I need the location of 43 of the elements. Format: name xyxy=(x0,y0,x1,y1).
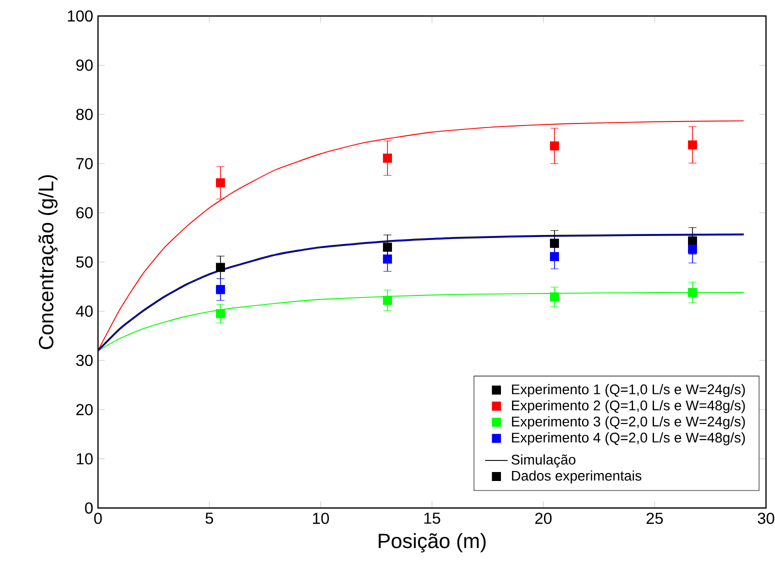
point xyxy=(382,254,392,264)
point xyxy=(216,262,225,272)
y-tick-label: 40 xyxy=(76,306,93,317)
point xyxy=(688,140,698,150)
y-tick-label: 100 xyxy=(68,10,93,22)
x-tick-label: 5 xyxy=(206,512,214,524)
y-tick-label: 20 xyxy=(76,404,93,416)
annotation: Dados experimentais xyxy=(512,470,642,484)
point xyxy=(688,244,698,254)
point xyxy=(216,178,225,188)
point xyxy=(550,292,559,302)
line-series xyxy=(98,292,744,352)
y-axis-title: Concentração (g/L) xyxy=(38,175,58,350)
point xyxy=(550,238,559,248)
point xyxy=(382,242,392,252)
point xyxy=(550,252,559,262)
y-tick-label: 50 xyxy=(76,256,93,268)
legend-label: Experimento 3 (Q=2,0 L/s e W=24g/s) xyxy=(512,416,745,430)
y-tick-label: 70 xyxy=(76,158,93,170)
point xyxy=(216,285,225,294)
y-tick-label: 10 xyxy=(76,453,93,464)
point xyxy=(382,296,392,305)
x-tick-label: 20 xyxy=(535,512,552,524)
x-tick-label: 30 xyxy=(758,512,774,524)
x-tick-label: 25 xyxy=(646,512,663,524)
point xyxy=(688,288,698,298)
point xyxy=(216,309,225,318)
legend-label: Experimento 1 (Q=1,0 L/s e W=24g/s) xyxy=(512,384,745,398)
legend-label: Simulação xyxy=(512,454,576,468)
y-tick-label: 30 xyxy=(76,354,93,366)
x-axis-title: Posição (m) xyxy=(378,533,486,552)
x-tick-label: 0 xyxy=(94,512,102,524)
point xyxy=(550,141,559,150)
x-tick-label: 10 xyxy=(313,512,329,524)
legend-label: Experimento 2 (Q=1,0 L/s e W=48g/s) xyxy=(512,400,745,414)
legend-label: Experimento 4 (Q=2,0 L/s e W=48g/s) xyxy=(512,432,745,446)
y-tick-label: 80 xyxy=(76,108,93,120)
x-tick-label: 15 xyxy=(424,512,440,524)
line-series xyxy=(98,120,744,352)
y-tick-label: 0 xyxy=(85,502,93,514)
point xyxy=(382,154,392,163)
y-tick-label: 60 xyxy=(76,207,93,218)
y-tick-label: 90 xyxy=(76,60,93,71)
